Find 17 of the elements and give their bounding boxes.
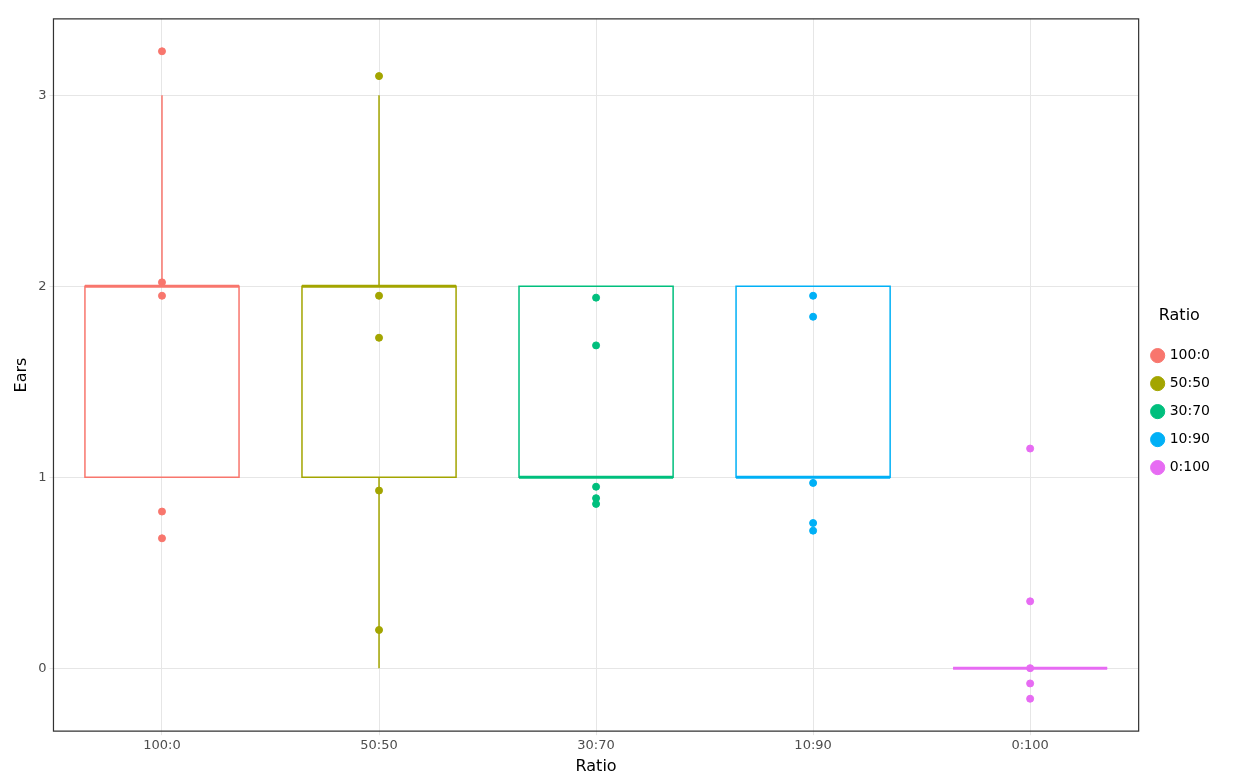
y-tick-label: 1 (38, 468, 47, 484)
x-axis-title: Ratio (1158, 304, 1200, 324)
legend-label: 30:70 (1169, 402, 1211, 419)
legend-label: 100:0 (1169, 346, 1211, 363)
legend-label: 50:50 (1169, 374, 1211, 391)
y-axis-title: Ears (10, 357, 30, 393)
legend-title: Ratio (575, 755, 617, 775)
legend-label: 0:100 (1169, 458, 1211, 475)
legend-label: 10:90 (1169, 430, 1211, 447)
x-tick-label: 30:70 (577, 737, 615, 753)
y-tick-label: 0 (38, 659, 47, 675)
y-tick-label: 3 (38, 86, 47, 102)
x-tick-label: 100:0 (143, 737, 181, 753)
x-tick-label: 50:50 (360, 737, 398, 753)
x-tick-label: 0:100 (1011, 737, 1049, 753)
y-tick-label: 2 (38, 277, 47, 293)
x-tick-label: 10:90 (794, 737, 832, 753)
